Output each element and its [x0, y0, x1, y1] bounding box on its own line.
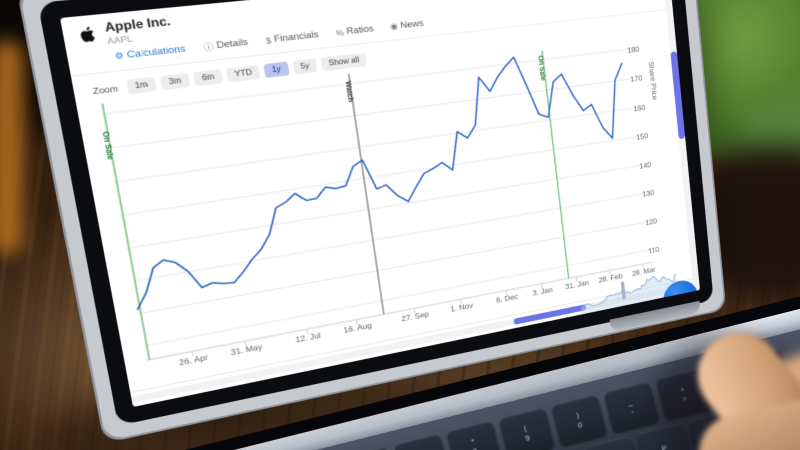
range-button-1y[interactable]: 1y: [263, 61, 290, 78]
y-tick-label: 120: [644, 216, 658, 227]
plant-pot-shadow: [694, 146, 800, 296]
key-_-: _ -: [603, 381, 659, 433]
y-tick-label: 130: [641, 188, 655, 199]
key-*8: *8: [446, 420, 502, 450]
background-object: [0, 40, 24, 255]
key-O: O: [584, 435, 640, 450]
annotation-label: On Sale: [536, 55, 548, 82]
y-tick-label: 160: [632, 102, 646, 113]
x-tick-label: 26. Apr: [178, 352, 209, 368]
tab-label: Details: [215, 37, 249, 52]
dollar-icon: $: [265, 35, 272, 46]
gear-icon: ⚙: [113, 50, 125, 62]
tab-label: Calculations: [126, 43, 187, 62]
tab-news[interactable]: ◉ News: [390, 18, 425, 32]
tab-details[interactable]: ⓘ Details: [203, 37, 249, 54]
range-button-5y[interactable]: 5y: [292, 58, 318, 75]
percent-icon: %: [335, 27, 345, 38]
annotation-label: Watch: [343, 80, 356, 103]
range-button-ytd[interactable]: YTD: [226, 64, 261, 83]
y-tick-label: 110: [647, 244, 660, 255]
range-button-3m[interactable]: 3m: [159, 72, 191, 91]
info-icon: ⓘ: [203, 41, 215, 53]
tab-financials[interactable]: $ Financials: [265, 30, 319, 46]
y-tick-label: 150: [635, 131, 649, 142]
x-tick-label: 1. Nov: [449, 300, 474, 314]
x-tick-label: 3. Jan: [531, 285, 554, 298]
y-tick-label: 180: [626, 44, 640, 55]
annotation-label: On Sale: [99, 130, 116, 161]
range-button-show-all[interactable]: Show all: [320, 52, 368, 72]
apple-logo-icon: [79, 26, 96, 43]
x-tick-label: 12. Jul: [294, 330, 322, 345]
laptop-screen-bezel: Apple Inc. AAPL Mar 28, 2021→Mar 28, 202…: [60, 0, 701, 408]
x-tick-label: 27. Sep: [400, 309, 430, 324]
range-button-6m[interactable]: 6m: [193, 68, 223, 87]
tab-calculations[interactable]: ⚙ Calculations: [114, 44, 186, 63]
key-&7: &7: [393, 433, 450, 450]
tab-ratios[interactable]: % Ratios: [335, 24, 374, 39]
broadcast-icon: ◉: [389, 21, 399, 32]
x-tick-label: 31. May: [230, 341, 263, 358]
brand: Apple Inc. AAPL: [76, 14, 174, 49]
app-header: Apple Inc. AAPL Mar 28, 2021→Mar 28, 202…: [60, 0, 671, 50]
tab-label: Financials: [273, 29, 320, 46]
key-(9: (9: [498, 407, 555, 450]
x-tick-label: 16. Aug: [342, 320, 373, 335]
stock-app-screen: Apple Inc. AAPL Mar 28, 2021→Mar 28, 202…: [60, 0, 700, 408]
zoom-label: Zoom: [91, 82, 119, 97]
x-tick-label: 6. Dec: [495, 291, 519, 305]
key-)0: ) 0: [551, 394, 607, 446]
y-axis-title: Share Price: [647, 60, 660, 101]
range-button-1m[interactable]: 1m: [125, 76, 157, 95]
y-tick-label: 170: [629, 73, 643, 84]
tab-label: News: [399, 18, 425, 32]
y-tick-label: 140: [638, 160, 652, 171]
tab-label: Ratios: [345, 23, 375, 38]
